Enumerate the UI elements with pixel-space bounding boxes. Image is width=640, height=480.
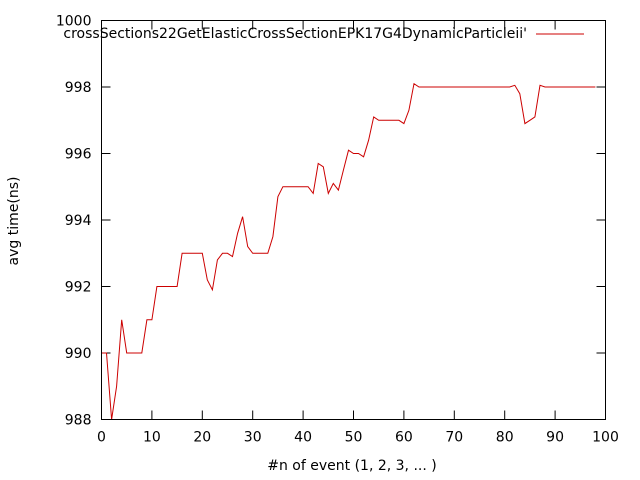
- x-tick-label: 20: [193, 430, 211, 446]
- y-axis-ticks: 988 990 992 994 996 998 1000: [56, 14, 606, 429]
- x-tick-label: 50: [345, 430, 363, 446]
- x-tick-label: 30: [244, 430, 262, 446]
- x-tick-label: 40: [294, 430, 312, 446]
- x-tick-label: 90: [546, 430, 564, 446]
- y-axis-label: avg time(ns): [6, 177, 22, 266]
- y-tick-label: 990: [65, 346, 92, 362]
- x-tick-label: 80: [496, 430, 514, 446]
- plot-frame: [101, 20, 606, 420]
- series-layer: [101, 82, 596, 420]
- legend: crossSections22GetElasticCrossSectionEPK…: [63, 26, 584, 42]
- x-tick-label: 10: [143, 430, 161, 446]
- series-line: [101, 82, 596, 420]
- y-tick-label: 996: [65, 147, 92, 163]
- y-tick-label: 1000: [56, 14, 92, 30]
- y-tick-label: 994: [65, 213, 92, 229]
- x-tick-label: 60: [395, 430, 413, 446]
- x-tick-label: 100: [592, 430, 619, 446]
- x-axis-ticks: 0 10 20 30 40 50 60 70 80 90 100: [97, 20, 619, 446]
- x-axis-label: #n of event (1, 2, 3, ... ): [267, 458, 436, 474]
- x-tick-label: 70: [445, 430, 463, 446]
- y-tick-label: 988: [65, 413, 92, 429]
- y-tick-label: 992: [65, 280, 92, 296]
- legend-label: crossSections22GetElasticCrossSectionEPK…: [63, 26, 527, 42]
- x-tick-label: 0: [97, 430, 106, 446]
- y-tick-label: 998: [65, 80, 92, 96]
